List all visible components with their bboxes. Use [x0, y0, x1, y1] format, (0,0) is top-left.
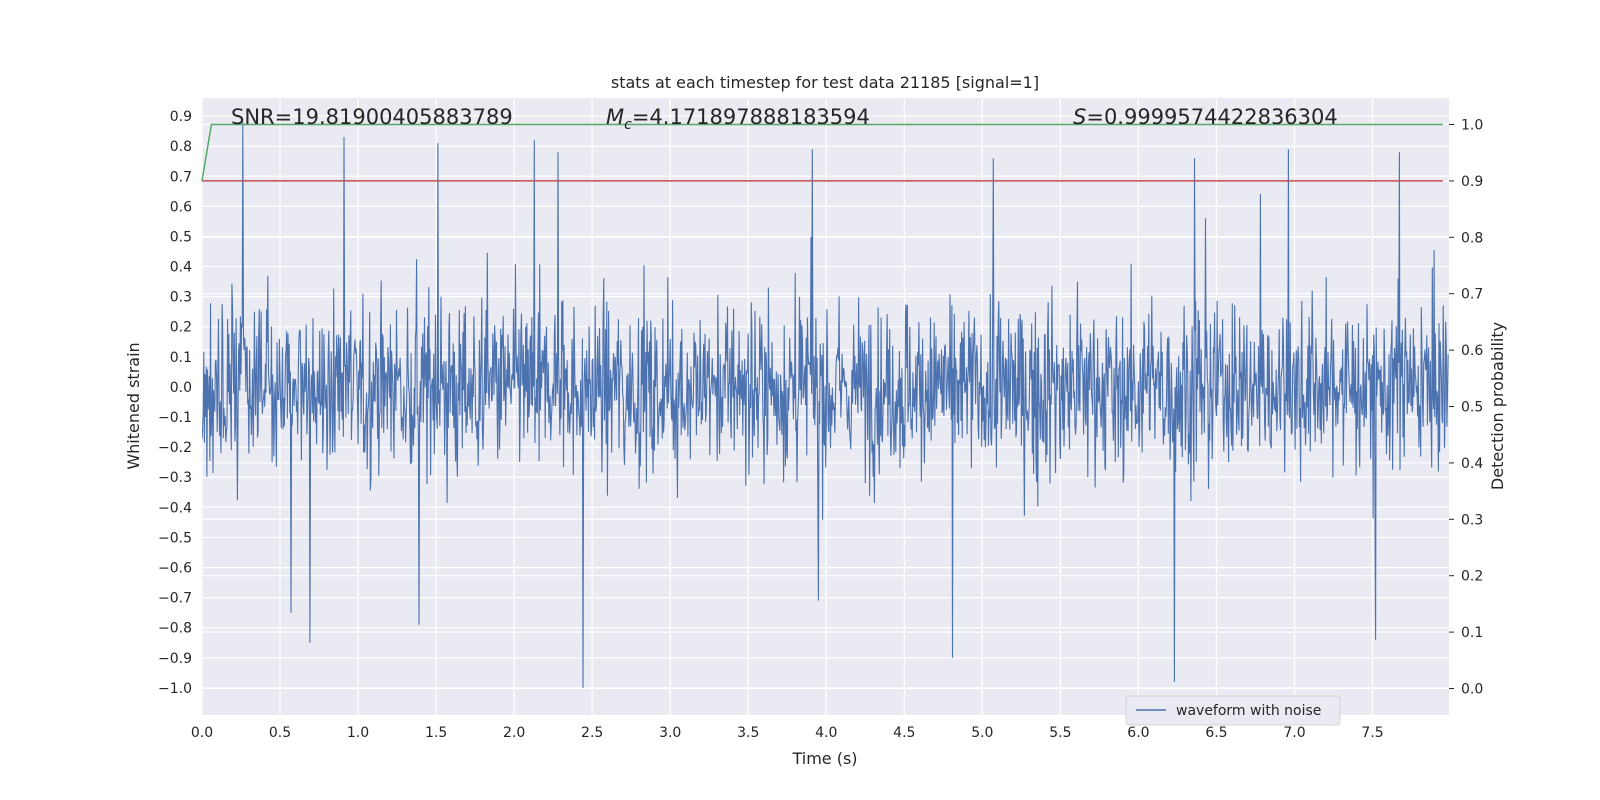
y-tick-label: 0.1: [170, 350, 192, 366]
y2-tick-label: 0.5: [1461, 400, 1483, 416]
y-tick-label: 0.2: [170, 320, 192, 336]
x-tick-label: 6.5: [1205, 725, 1227, 741]
y-tick-label: 0.0: [170, 380, 192, 396]
y-tick-label: 0.6: [170, 199, 192, 215]
y-tick-label: 0.5: [170, 229, 192, 245]
x-tick-label: 2.5: [581, 725, 603, 741]
y-tick-label: 0.7: [170, 169, 192, 185]
y2-tick-label: 0.9: [1461, 174, 1483, 190]
x-tick-label: 7.5: [1361, 725, 1383, 741]
y-tick-label: −1.0: [158, 681, 192, 697]
x-tick-label: 7.0: [1283, 725, 1305, 741]
legend: waveform with noise: [1125, 695, 1341, 726]
y-tick-label: −0.2: [158, 440, 192, 456]
y-axis-label: Whitened strain: [124, 342, 143, 469]
snr-annotation: SNR=19.81900405883789: [231, 105, 513, 129]
x-tick-labels: 0.0 0.5 1.0 1.5 2.0 2.5 3.0 3.5 4.0 4.5 5.0 5.5 6.0 6…: [191, 725, 1384, 741]
y-tick-label: −0.6: [158, 561, 192, 577]
chart-title: stats at each timestep for test data 211…: [611, 73, 1039, 92]
y2-tick-label: 1.0: [1461, 118, 1483, 134]
x-tick-label: 4.0: [815, 725, 837, 741]
x-tick-label: 0.0: [191, 725, 213, 741]
y-tick-label: 0.8: [170, 139, 192, 155]
x-tick-label: 4.5: [893, 725, 915, 741]
x-tick-label: 0.5: [269, 725, 291, 741]
y-tick-label: 0.3: [170, 290, 192, 306]
x-tick-label: 1.5: [425, 725, 447, 741]
y2-tick-labels: 1.0 0.9 0.8 0.7 0.6 0.5 0.4 0.3 0.2 0.1 0.0: [1449, 118, 1483, 697]
x-tick-label: 5.0: [971, 725, 993, 741]
x-tick-label: 2.0: [503, 725, 525, 741]
y2-tick-label: 0.2: [1461, 569, 1483, 585]
y-tick-label: −0.7: [158, 591, 192, 607]
y2-tick-label: 0.6: [1461, 343, 1483, 359]
y2-tick-label: 0.7: [1461, 287, 1483, 303]
x-axis-label: Time (s): [791, 749, 857, 768]
chirp-mass-annotation: Mc=4.171897888183594: [606, 105, 870, 133]
y2-axis-label: Detection probability: [1488, 322, 1507, 490]
y-tick-labels: 0.9 0.8 0.7 0.6 0.5 0.4 0.3 0.2 0.1 0.0 −0.1 −0.2 −0…: [158, 109, 192, 697]
y-tick-label: −0.8: [158, 621, 192, 637]
y2-tick-label: 0.8: [1461, 230, 1483, 246]
y-tick-label: −0.9: [158, 651, 192, 667]
y-tick-label: −0.4: [158, 500, 192, 516]
waveform-line: [202, 122, 1449, 688]
y-tick-label: −0.5: [158, 530, 192, 546]
legend-label: waveform with noise: [1176, 703, 1321, 719]
y2-tick-label: 0.1: [1461, 625, 1483, 641]
x-tick-label: 5.5: [1049, 725, 1071, 741]
y-tick-label: 0.4: [170, 260, 192, 276]
score-annotation: S=0.9999574422836304: [1073, 105, 1338, 129]
y2-tick-label: 0.0: [1461, 681, 1483, 697]
legend-box: [1125, 695, 1341, 726]
y2-tick-label: 0.4: [1461, 456, 1483, 472]
detection-probability-line: [201, 123, 1443, 182]
x-tick-label: 3.5: [737, 725, 759, 741]
y-tick-label: −0.1: [158, 410, 192, 426]
y2-tick-label: 0.3: [1461, 512, 1483, 528]
x-tick-label: 6.0: [1127, 725, 1149, 741]
x-tick-label: 1.0: [347, 725, 369, 741]
x-tick-label: 3.0: [659, 725, 681, 741]
y-tick-label: −0.3: [158, 470, 192, 486]
y-tick-label: 0.9: [170, 109, 192, 125]
